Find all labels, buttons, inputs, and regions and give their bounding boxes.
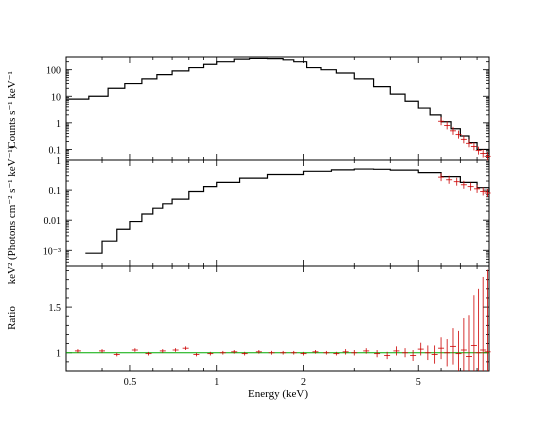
tick-marks — [65, 56, 489, 372]
unfolded-model-curve — [85, 168, 490, 254]
x-tick-label: 1 — [214, 377, 219, 388]
ratio-panel-frame — [65, 265, 490, 372]
y-tick-label: 1 — [56, 349, 61, 360]
x-tick-label: 2 — [301, 377, 306, 388]
y-tick-label: 10⁻³ — [43, 246, 61, 257]
y-tick-label: 0.1 — [49, 186, 62, 197]
unfolded-panel-ylabel: keV² (Photons cm⁻² s⁻¹ keV⁻¹) — [6, 145, 18, 284]
y-tick-label: 1.5 — [49, 303, 62, 314]
y-tick-label: 10 — [51, 92, 61, 103]
x-tick-label: 5 — [416, 377, 421, 388]
x-axis-title: Energy (keV) — [248, 388, 308, 400]
y-tick-label: 1 — [56, 119, 61, 130]
y-tick-label: 0.01 — [44, 216, 62, 227]
unfolded-panel-frame — [65, 159, 490, 267]
data-points — [74, 117, 491, 371]
y-tick-label: 100 — [46, 66, 61, 77]
ratio-panel-ylabel: Ratio — [6, 306, 18, 330]
y-tick-label: 1 — [56, 156, 61, 167]
counts-panel-ylabel: Counts s⁻¹ keV⁻¹ — [6, 71, 18, 149]
x-tick-label: 0.5 — [124, 377, 137, 388]
y-tick-label: 0.1 — [49, 145, 62, 156]
series-lines — [66, 57, 490, 354]
counts-model-curve — [66, 57, 490, 156]
